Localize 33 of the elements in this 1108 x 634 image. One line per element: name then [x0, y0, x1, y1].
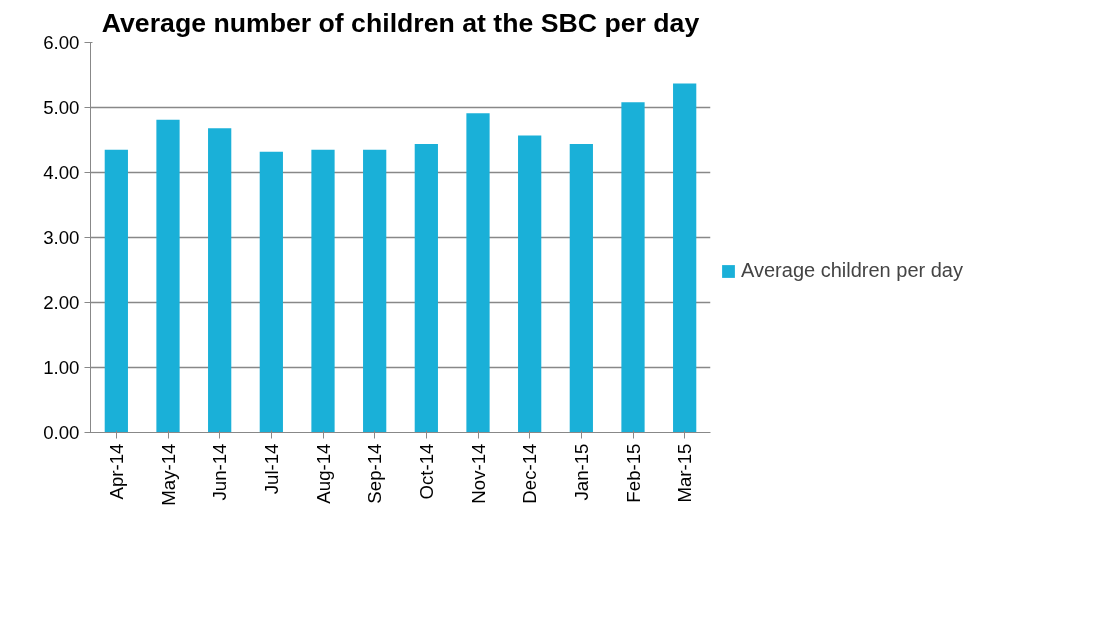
x-tick-label: Mar-15	[674, 443, 696, 503]
y-tick-label: 1.00	[43, 357, 80, 378]
bar	[621, 102, 645, 433]
y-tick-label: 5.00	[43, 97, 80, 118]
x-tick-label: Sep-14	[364, 443, 386, 504]
y-tick-label: 4.00	[43, 162, 80, 183]
bar	[673, 83, 697, 433]
bar	[569, 143, 593, 433]
bar	[311, 149, 335, 433]
y-tick-label: 0.00	[43, 422, 80, 443]
bar	[466, 113, 490, 433]
y-tick-label: 6.00	[43, 32, 80, 53]
bar	[156, 119, 180, 433]
x-tick-label: Oct-14	[415, 443, 437, 500]
bar	[518, 135, 542, 433]
legend-label: Average children per day	[741, 259, 963, 282]
x-tick-label: Feb-15	[622, 443, 644, 503]
chart-title: Average number of children at the SBC per day	[101, 7, 700, 38]
x-tick-label: Nov-14	[467, 443, 489, 504]
bar	[259, 151, 283, 433]
x-tick-label: Jun-14	[209, 443, 231, 501]
x-tick-label: Jul-14	[260, 443, 282, 495]
x-tick-label: Dec-14	[519, 443, 541, 504]
y-tick-label: 3.00	[43, 227, 80, 248]
x-tick-label: Aug-14	[312, 443, 334, 504]
bar	[104, 149, 128, 433]
x-tick-label: Jan-15	[570, 443, 592, 501]
bar	[414, 143, 438, 433]
bar	[363, 149, 387, 433]
y-tick-label: 2.00	[43, 292, 80, 313]
bar	[208, 128, 232, 433]
x-tick-label: May-14	[157, 443, 179, 506]
x-tick-label: Apr-14	[105, 443, 127, 500]
